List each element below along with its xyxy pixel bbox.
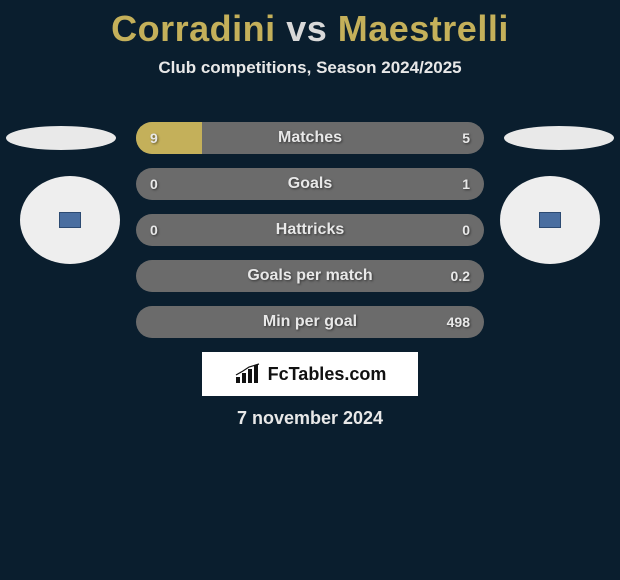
page-title: Corradini vs Maestrelli bbox=[0, 0, 620, 50]
stat-label: Min per goal bbox=[263, 313, 357, 331]
fctables-logo-text: FcTables.com bbox=[268, 364, 387, 385]
stat-value-left: 9 bbox=[150, 130, 158, 146]
player1-club-circle bbox=[20, 176, 120, 264]
subtitle: Club competitions, Season 2024/2025 bbox=[0, 58, 620, 78]
player1-avatar-placeholder bbox=[6, 126, 116, 150]
stat-value-left: 0 bbox=[150, 222, 158, 238]
player2-avatar-placeholder bbox=[504, 126, 614, 150]
stat-bar: 0 1 Goals bbox=[136, 168, 484, 200]
stat-value-right: 5 bbox=[462, 130, 470, 146]
stat-bar: 0.2 Goals per match bbox=[136, 260, 484, 292]
stat-value-right: 0.2 bbox=[451, 268, 470, 284]
stat-bar: 498 Min per goal bbox=[136, 306, 484, 338]
title-player1: Corradini bbox=[111, 8, 276, 49]
stat-label: Goals per match bbox=[247, 267, 372, 285]
stat-bars-container: 9 5 Matches 0 1 Goals 0 0 Hattricks 0.2 Goals per … bbox=[136, 122, 484, 352]
stat-bar-fill-left bbox=[136, 122, 202, 154]
bar-chart-icon bbox=[234, 363, 262, 385]
stat-label: Hattricks bbox=[276, 221, 344, 239]
stat-label: Matches bbox=[278, 129, 342, 147]
stat-value-right: 0 bbox=[462, 222, 470, 238]
stat-label: Goals bbox=[288, 175, 332, 193]
player2-club-circle bbox=[500, 176, 600, 264]
footer-date: 7 november 2024 bbox=[0, 408, 620, 429]
stat-value-right: 498 bbox=[447, 314, 470, 330]
player1-club-badge-icon bbox=[59, 212, 81, 228]
fctables-logo: FcTables.com bbox=[202, 352, 418, 396]
stat-bar: 0 0 Hattricks bbox=[136, 214, 484, 246]
title-player2: Maestrelli bbox=[338, 8, 509, 49]
stat-bar: 9 5 Matches bbox=[136, 122, 484, 154]
player2-club-badge-icon bbox=[539, 212, 561, 228]
stat-value-left: 0 bbox=[150, 176, 158, 192]
stat-value-right: 1 bbox=[462, 176, 470, 192]
title-vs: vs bbox=[286, 8, 327, 49]
